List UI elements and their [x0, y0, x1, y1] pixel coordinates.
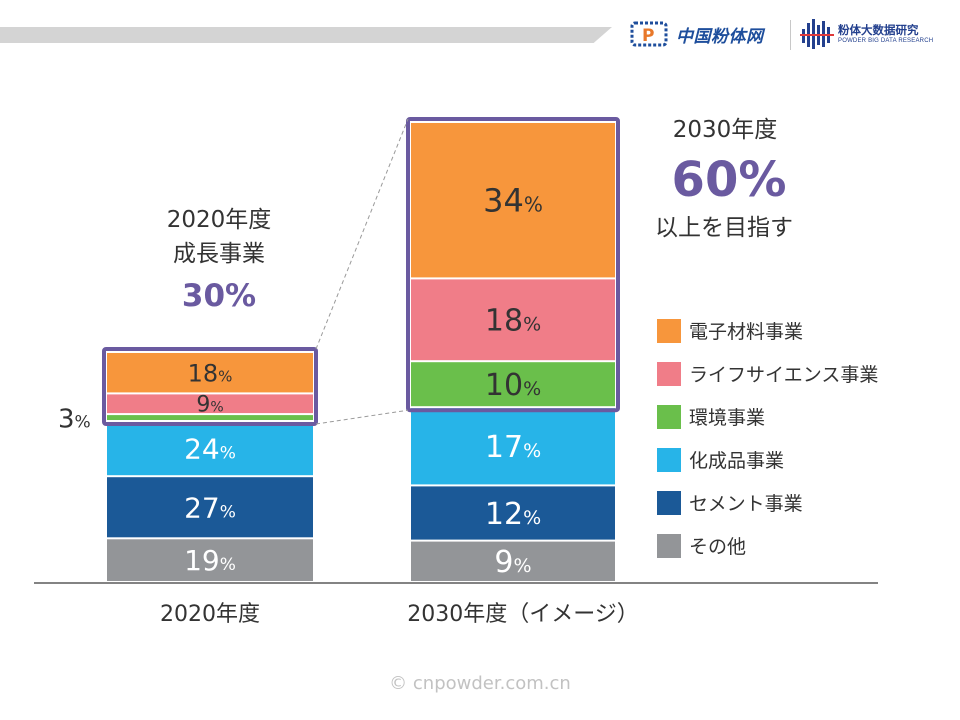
connector-bottom: [315, 409, 409, 425]
data-bars-logo-icon: [800, 19, 834, 49]
brand-divider: [790, 20, 791, 50]
annotation-2020-value: 30%: [182, 278, 256, 314]
data-label-1-4: 18%: [485, 304, 541, 339]
brand1-logo-letter: P: [642, 26, 654, 46]
highlight-frame-2020: [102, 347, 318, 426]
x-tick-label-0: 2020年度: [160, 602, 260, 627]
data-label-1-3: 10%: [485, 368, 541, 403]
brand1-name: 中国粉体网: [676, 26, 764, 47]
highlight-frame-2030: [406, 117, 620, 413]
annotation-2030-year: 2030年度: [673, 117, 778, 143]
annotation-2030-target: 以上を目指す: [655, 215, 793, 241]
legend-label-4: セメント事業: [689, 493, 803, 515]
legend-swatch-3: [657, 448, 681, 472]
data-label-1-5: 34%: [483, 182, 543, 220]
data-label-0-1: 27%: [184, 491, 236, 524]
data-label-0-4: 9%: [196, 393, 223, 418]
data-label-0-3: 3%: [58, 405, 91, 435]
legend-label-0: 電子材料事業: [689, 321, 803, 343]
annotation-2020-year: 2020年度: [167, 207, 272, 233]
banner-bar: [0, 27, 612, 43]
legend-label-3: 化成品事業: [689, 450, 784, 472]
bar-segment-2020-1: [107, 477, 313, 538]
legend-swatch-0: [657, 319, 681, 343]
watermark: © cnpowder.com.cn: [389, 673, 571, 694]
bar-segment-2030-3: [411, 362, 615, 407]
annotations: 2020年度 成長事業 30% 2030年度 60% 以上を目指す: [167, 117, 793, 314]
bar-segment-2020-4: [107, 394, 313, 414]
legend-label-5: その他: [689, 536, 746, 558]
brand-big-data-research[interactable]: 粉体大数据研究 POWDER BIG DATA RESEARCH: [800, 16, 933, 52]
plot-area: 19%27%24%3%9%18%2020年度9%12%17%10%18%34%2…: [34, 117, 878, 627]
legend-label-2: 環境事業: [689, 407, 765, 429]
bar-segment-2020-0: [107, 539, 313, 581]
data-label-0-0: 19%: [184, 544, 236, 577]
bar-segment-2030-0: [411, 541, 615, 581]
bar-segment-2030-2: [411, 408, 615, 485]
cnpowder-logo-icon: P: [630, 21, 668, 47]
header-banner: P 中国粉体网 粉体大数据研究 POWDER BIG DATA RESEARCH: [0, 0, 960, 70]
annotation-2030-value: 60%: [672, 152, 787, 208]
bar-segment-2020-2: [107, 422, 313, 476]
bar-segment-2030-5: [411, 123, 615, 278]
data-label-1-0: 9%: [494, 545, 531, 580]
bar-segment-2030-1: [411, 486, 615, 540]
bar-segment-2020-5: [107, 353, 313, 393]
data-label-1-2: 17%: [485, 430, 541, 465]
bar-segment-2020-3: [107, 415, 313, 420]
data-label-0-5: 18%: [188, 359, 233, 387]
brand2-subtitle: POWDER BIG DATA RESEARCH: [838, 37, 934, 44]
legend-swatch-4: [657, 491, 681, 515]
bar-segment-2030-4: [411, 279, 615, 361]
data-label-1-1: 12%: [485, 497, 541, 532]
brand-cnpowder[interactable]: P 中国粉体网: [630, 18, 764, 50]
x-tick-label-1: 2030年度（イメージ）: [407, 602, 639, 627]
brand2-name: 粉体大数据研究: [838, 22, 919, 37]
legend-label-1: ライフサイエンス事業: [689, 364, 878, 386]
annotation-2020-growth: 成長事業: [173, 241, 265, 267]
legend-swatch-1: [657, 362, 681, 386]
data-label-0-2: 24%: [184, 433, 236, 466]
connector-top: [315, 118, 409, 350]
legend-swatch-2: [657, 405, 681, 429]
legend-swatch-5: [657, 534, 681, 558]
